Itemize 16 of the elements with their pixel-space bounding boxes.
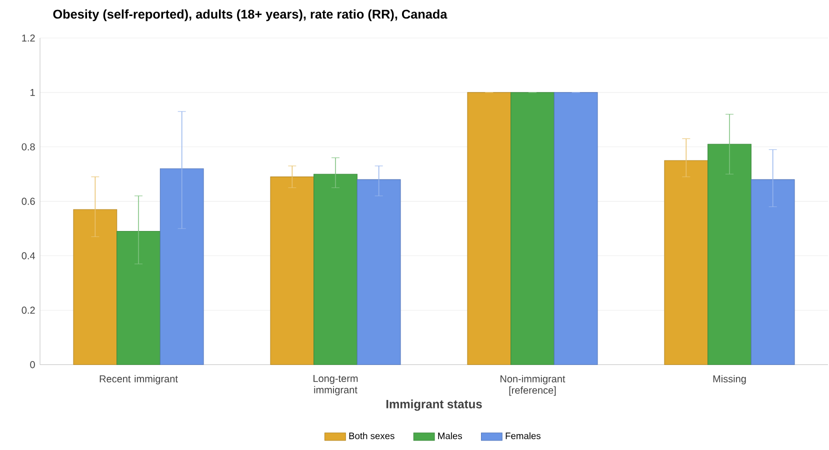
chart-title: Obesity (self-reported), adults (18+ years), rate ratio (RR), Canada [53, 9, 448, 22]
legend-label: Both sexes [349, 432, 394, 440]
x-tick-label: Recent immigrant [100, 375, 178, 384]
y-tick-label: 0.6 [22, 198, 35, 205]
y-tick-label: 0.2 [22, 306, 35, 314]
x-tick-label: Missing [713, 375, 746, 384]
y-tick-label: 0.4 [22, 252, 36, 260]
legend-label: Females [506, 432, 541, 440]
x-tick-label: Long-term immigrant [314, 375, 358, 396]
y-tick-label: 0 [30, 361, 35, 368]
y-tick-label: 1.2 [22, 34, 35, 42]
y-tick-label: 0.8 [22, 143, 35, 150]
x-axis-title: Immigrant status [386, 400, 482, 411]
x-tick-label: Non-immigrant [reference] [500, 375, 566, 396]
y-tick-label: 1 [30, 89, 35, 96]
legend-label: Males [438, 432, 462, 440]
